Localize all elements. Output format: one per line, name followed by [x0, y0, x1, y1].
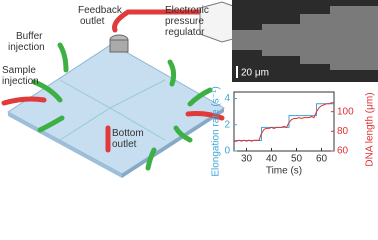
y2-tick-label: 60	[337, 146, 349, 157]
label-feedback: Feedback outlet	[78, 5, 123, 27]
x-tick-label: 40	[266, 154, 278, 165]
chip-edge	[8, 112, 122, 178]
device: Feedback outlet Electronic pressure regulat…	[1, 1, 245, 178]
y-axis-label: Elongation rate (s⁻¹)	[211, 86, 222, 176]
dna-image	[232, 6, 378, 70]
y-tick-label: 4	[224, 93, 230, 104]
micrograph: 20 μm	[232, 0, 378, 82]
x-tick-label: 50	[291, 154, 303, 165]
red-tubes	[1, 9, 225, 153]
x-tick-label: 30	[241, 154, 253, 165]
label-regulator: Electronic pressure regulator	[165, 5, 209, 38]
y-tick-label: 0	[224, 146, 230, 157]
series-line	[234, 102, 334, 142]
figure: Feedback outlet Electronic pressure regulat…	[1, 0, 378, 178]
chip	[7, 43, 225, 175]
y-tick-label: 2	[224, 119, 230, 130]
y2-axis-label: DNA length (μm)	[365, 92, 376, 166]
chart: 30 40 50 60 0 2 4 60 80 100 Time (s) Elongation rat…	[211, 86, 376, 176]
valve-body	[109, 39, 129, 53]
green-tubes	[31, 42, 213, 171]
channels	[59, 79, 166, 141]
label-sample: Sample injection	[2, 65, 39, 87]
y2-tick-label: 100	[337, 106, 354, 117]
label-buffer: Buffer injection	[8, 31, 45, 53]
scale-label: 20 μm	[241, 68, 269, 79]
plot-frame	[233, 91, 335, 152]
x-axis-label: Time (s)	[266, 166, 302, 177]
series-line	[234, 103, 334, 141]
label-bottom: Bottom outlet	[112, 128, 144, 150]
x-tick-label: 60	[316, 154, 328, 165]
y2-tick-label: 80	[337, 126, 349, 137]
